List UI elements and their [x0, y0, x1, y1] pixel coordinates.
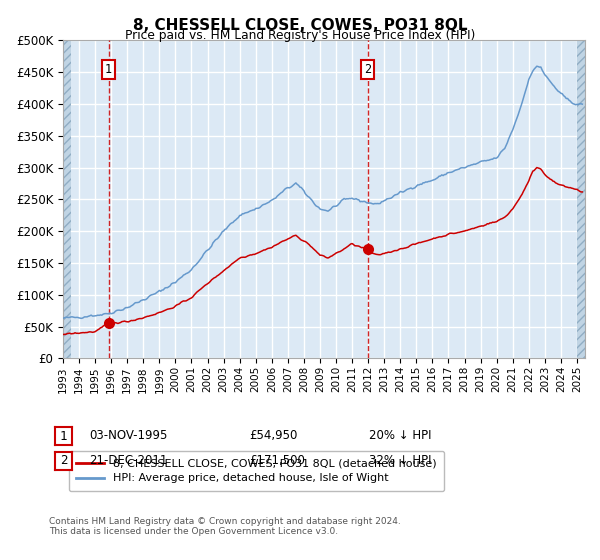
- Text: 20% ↓ HPI: 20% ↓ HPI: [369, 429, 431, 442]
- Text: Contains HM Land Registry data © Crown copyright and database right 2024.
This d: Contains HM Land Registry data © Crown c…: [49, 517, 401, 536]
- Text: £54,950: £54,950: [249, 429, 298, 442]
- Text: 21-DEC-2011: 21-DEC-2011: [89, 454, 167, 467]
- Legend: 8, CHESSELL CLOSE, COWES, PO31 8QL (detached house), HPI: Average price, detache: 8, CHESSELL CLOSE, COWES, PO31 8QL (deta…: [68, 451, 445, 491]
- Bar: [577, 40, 585, 358]
- Text: 8, CHESSELL CLOSE, COWES, PO31 8QL: 8, CHESSELL CLOSE, COWES, PO31 8QL: [133, 18, 467, 33]
- Text: £171,500: £171,500: [249, 454, 305, 467]
- Text: 1: 1: [105, 63, 112, 76]
- Text: 1: 1: [60, 430, 67, 443]
- Text: 32% ↓ HPI: 32% ↓ HPI: [369, 454, 431, 467]
- Text: 2: 2: [60, 454, 67, 468]
- Text: 03-NOV-1995: 03-NOV-1995: [89, 429, 167, 442]
- Text: Price paid vs. HM Land Registry's House Price Index (HPI): Price paid vs. HM Land Registry's House …: [125, 29, 475, 42]
- Text: 2: 2: [364, 63, 371, 76]
- Bar: [63, 40, 71, 358]
